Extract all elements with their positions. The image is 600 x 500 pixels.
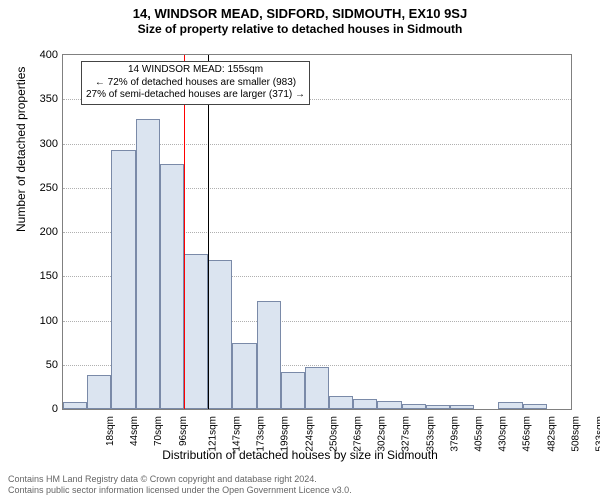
bar [184, 254, 208, 409]
footer-attribution: Contains HM Land Registry data © Crown c… [8, 474, 352, 496]
x-axis-label: Distribution of detached houses by size … [0, 448, 600, 462]
x-tick-label: 44sqm [129, 416, 140, 446]
x-tick-label: 405sqm [474, 416, 485, 452]
x-tick-label: 250sqm [328, 416, 339, 452]
x-tick-label: 302sqm [377, 416, 388, 452]
y-tick-label: 300 [18, 138, 58, 150]
x-tick-label: 173sqm [256, 416, 267, 452]
bar [402, 404, 426, 409]
x-tick-label: 456sqm [522, 416, 533, 452]
bar [63, 402, 87, 409]
y-tick-label: 0 [18, 403, 58, 415]
title-line-2: Size of property relative to detached ho… [0, 22, 600, 37]
bar [498, 402, 522, 409]
x-tick-label: 147sqm [232, 416, 243, 452]
histogram-chart: 14, WINDSOR MEAD, SIDFORD, SIDMOUTH, EX1… [0, 0, 600, 500]
y-tick-label: 50 [18, 359, 58, 371]
y-tick-label: 250 [18, 182, 58, 194]
bar [426, 405, 450, 409]
bar [136, 119, 160, 409]
x-tick-label: 508sqm [570, 416, 581, 452]
chart-title: 14, WINDSOR MEAD, SIDFORD, SIDMOUTH, EX1… [0, 0, 600, 37]
bar [305, 367, 329, 409]
bar [377, 401, 401, 409]
marker-line-right [208, 55, 209, 409]
plot-area: 14 WINDSOR MEAD: 155sqm← 72% of detached… [62, 54, 572, 410]
x-tick-label: 353sqm [425, 416, 436, 452]
annotation-line: ← 72% of detached houses are smaller (98… [86, 77, 305, 90]
x-tick-label: 430sqm [498, 416, 509, 452]
x-tick-label: 18sqm [105, 416, 116, 446]
annotation-line: 14 WINDSOR MEAD: 155sqm [86, 64, 305, 77]
bar [232, 343, 256, 409]
marker-line-left [184, 55, 185, 409]
y-tick-label: 100 [18, 315, 58, 327]
bar [450, 405, 474, 409]
x-tick-label: 96sqm [178, 416, 189, 446]
bar [111, 150, 135, 409]
x-tick-label: 70sqm [153, 416, 164, 446]
x-tick-label: 533sqm [594, 416, 600, 452]
x-tick-label: 199sqm [280, 416, 291, 452]
x-tick-label: 224sqm [304, 416, 315, 452]
x-tick-label: 327sqm [401, 416, 412, 452]
x-tick-label: 276sqm [353, 416, 364, 452]
y-tick-label: 400 [18, 49, 58, 61]
bar [208, 260, 232, 409]
x-tick-label: 121sqm [207, 416, 218, 452]
bar [87, 375, 111, 409]
footer-line-1: Contains HM Land Registry data © Crown c… [8, 474, 352, 485]
bars-container [63, 55, 571, 409]
footer-line-2: Contains public sector information licen… [8, 485, 352, 496]
annotation-line: 27% of semi-detached houses are larger (… [86, 89, 305, 102]
y-tick-label: 350 [18, 93, 58, 105]
title-line-1: 14, WINDSOR MEAD, SIDFORD, SIDMOUTH, EX1… [0, 6, 600, 22]
y-tick-label: 150 [18, 270, 58, 282]
y-tick-label: 200 [18, 226, 58, 238]
bar [257, 301, 281, 409]
x-tick-label: 482sqm [546, 416, 557, 452]
bar [329, 396, 353, 409]
x-tick-label: 379sqm [449, 416, 460, 452]
bar [281, 372, 305, 409]
bar [353, 399, 377, 409]
bar [160, 164, 184, 409]
bar [523, 404, 547, 409]
annotation-box: 14 WINDSOR MEAD: 155sqm← 72% of detached… [81, 61, 310, 105]
